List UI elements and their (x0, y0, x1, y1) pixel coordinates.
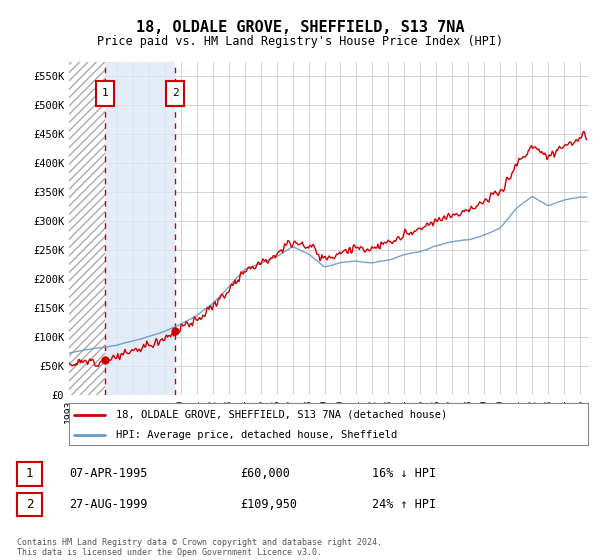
Text: 2: 2 (26, 498, 33, 511)
Text: Contains HM Land Registry data © Crown copyright and database right 2024.
This d: Contains HM Land Registry data © Crown c… (17, 538, 382, 557)
Text: HPI: Average price, detached house, Sheffield: HPI: Average price, detached house, Shef… (116, 430, 397, 440)
Text: 07-APR-1995: 07-APR-1995 (69, 466, 148, 480)
Text: 18, OLDALE GROVE, SHEFFIELD, S13 7NA: 18, OLDALE GROVE, SHEFFIELD, S13 7NA (136, 20, 464, 35)
Text: 2: 2 (172, 88, 179, 99)
Text: 16% ↓ HPI: 16% ↓ HPI (372, 466, 436, 480)
Text: £60,000: £60,000 (240, 466, 290, 480)
Text: 24% ↑ HPI: 24% ↑ HPI (372, 497, 436, 511)
Text: 27-AUG-1999: 27-AUG-1999 (69, 497, 148, 511)
Bar (105, 62, 175, 395)
Text: £109,950: £109,950 (240, 497, 297, 511)
Text: 1: 1 (102, 88, 109, 99)
Text: 18, OLDALE GROVE, SHEFFIELD, S13 7NA (detached house): 18, OLDALE GROVE, SHEFFIELD, S13 7NA (de… (116, 410, 447, 420)
Text: Price paid vs. HM Land Registry's House Price Index (HPI): Price paid vs. HM Land Registry's House … (97, 35, 503, 48)
Text: 1: 1 (26, 467, 33, 480)
Bar (97, 81, 114, 106)
Bar (166, 81, 184, 106)
Bar (69, 62, 105, 395)
